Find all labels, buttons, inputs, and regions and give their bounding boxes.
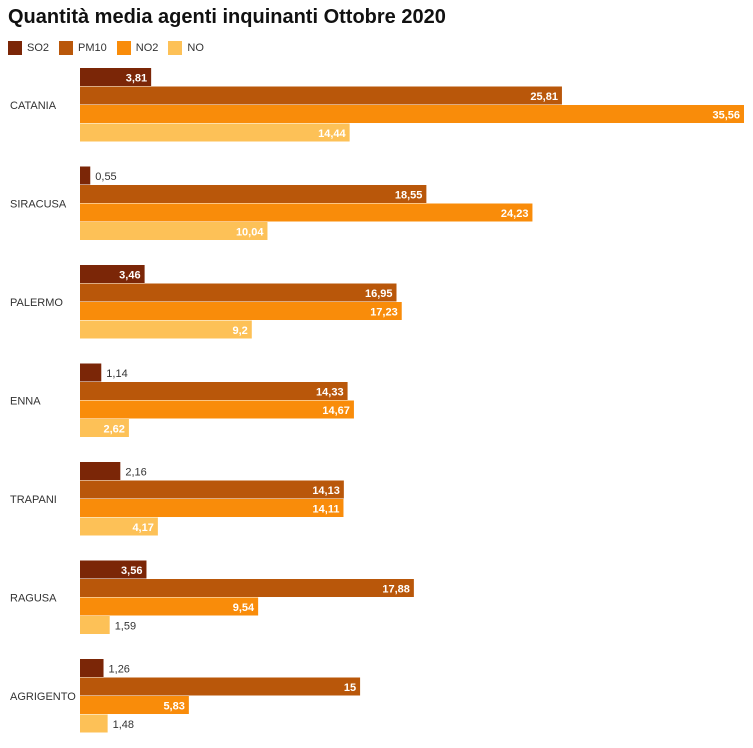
value-label-ragusa-no: 1,59 (115, 620, 136, 632)
value-label-enna-no: 2,62 (104, 423, 125, 435)
bar-enna-no2 (80, 400, 354, 419)
value-label-siracusa-no: 10,04 (236, 226, 264, 238)
bar-palermo-no (80, 320, 252, 339)
value-label-trapani-no: 4,17 (132, 522, 153, 534)
value-label-enna-pm10: 14,33 (316, 386, 344, 398)
value-label-siracusa-so2: 0,55 (95, 171, 116, 183)
bar-agrigento-no (80, 714, 108, 733)
bar-enna-so2 (80, 363, 102, 382)
bar-agrigento-pm10 (80, 677, 361, 696)
bar-siracusa-no (80, 222, 268, 240)
legend-label: NO (187, 42, 204, 54)
legend-label: PM10 (78, 42, 107, 54)
value-label-trapani-so2: 2,16 (125, 466, 146, 478)
value-label-agrigento-so2: 1,26 (109, 663, 130, 675)
bar-ragusa-no2 (80, 597, 259, 616)
value-label-catania-so2: 3,81 (126, 72, 147, 84)
value-label-agrigento-pm10: 15 (344, 682, 356, 694)
legend-label: NO2 (135, 42, 159, 54)
value-label-palermo-no: 9,2 (232, 325, 247, 337)
category-label-siracusa: SIRACUSA (10, 199, 67, 211)
value-label-agrigento-no2: 5,83 (163, 700, 184, 712)
bar-enna-pm10 (80, 382, 348, 400)
bar-palermo-no2 (80, 302, 402, 320)
value-label-palermo-pm10: 16,95 (365, 288, 393, 300)
bar-trapani-so2 (80, 462, 121, 480)
legend: SO2 PM10 NO2 NO (8, 40, 214, 56)
bar-enna-no (80, 419, 129, 437)
value-label-catania-pm10: 25,81 (530, 91, 558, 103)
bar-agrigento-no2 (80, 696, 189, 714)
category-label-enna: ENNA (10, 396, 41, 408)
category-label-palermo: PALERMO (10, 297, 63, 309)
value-label-enna-no2: 14,67 (322, 405, 350, 417)
bar-trapani-pm10 (80, 480, 344, 499)
legend-swatch (59, 41, 74, 55)
legend-entry-so2: SO2 (8, 41, 49, 55)
category-label-catania: CATANIA (10, 100, 57, 112)
value-label-palermo-no2: 17,23 (370, 306, 398, 318)
bar-trapani-no (80, 517, 158, 536)
bar-ragusa-so2 (80, 560, 147, 579)
value-label-siracusa-no2: 24,23 (501, 208, 529, 220)
legend-swatch (168, 41, 183, 55)
bar-siracusa-pm10 (80, 185, 427, 203)
value-label-ragusa-so2: 3,56 (121, 565, 142, 577)
value-label-trapani-no2: 14,11 (313, 503, 340, 515)
bar-siracusa-so2 (80, 166, 91, 185)
bar-catania-pm10 (80, 86, 562, 105)
value-label-ragusa-no2: 9,54 (233, 602, 255, 614)
legend-swatch (116, 41, 131, 55)
bar-palermo-pm10 (80, 283, 397, 302)
bar-siracusa-no2 (80, 203, 533, 222)
category-label-ragusa: RAGUSA (10, 593, 57, 605)
legend-label: SO2 (27, 42, 50, 54)
legend-entry-pm10: PM10 (59, 41, 107, 55)
value-label-trapani-pm10: 14,13 (312, 485, 340, 497)
chart-title: Quantità media agenti inquinanti Ottobre… (8, 6, 446, 28)
value-label-enna-so2: 1,14 (106, 368, 127, 380)
bar-catania-no2 (80, 105, 744, 123)
value-label-agrigento-no: 1,48 (113, 719, 134, 731)
legend-entry-no2: NO2 (116, 41, 159, 55)
value-label-catania-no: 14,44 (318, 128, 346, 140)
bar-ragusa-pm10 (80, 579, 414, 597)
bar-catania-so2 (80, 68, 152, 86)
legend-swatch (8, 41, 22, 55)
legend-entry-no: NO (168, 41, 204, 55)
value-label-palermo-so2: 3,46 (119, 269, 140, 281)
bar-ragusa-no (80, 616, 110, 634)
category-label-agrigento: AGRIGENTO (10, 691, 76, 703)
value-label-siracusa-pm10: 18,55 (395, 189, 423, 201)
category-label-trapani: TRAPANI (10, 494, 57, 506)
bar-catania-no (80, 123, 350, 142)
value-label-ragusa-pm10: 17,88 (382, 583, 410, 595)
bar-palermo-so2 (80, 265, 145, 283)
bar-trapani-no2 (80, 499, 344, 517)
bar-agrigento-so2 (80, 659, 104, 677)
value-label-catania-no2: 35,56 (712, 109, 740, 121)
